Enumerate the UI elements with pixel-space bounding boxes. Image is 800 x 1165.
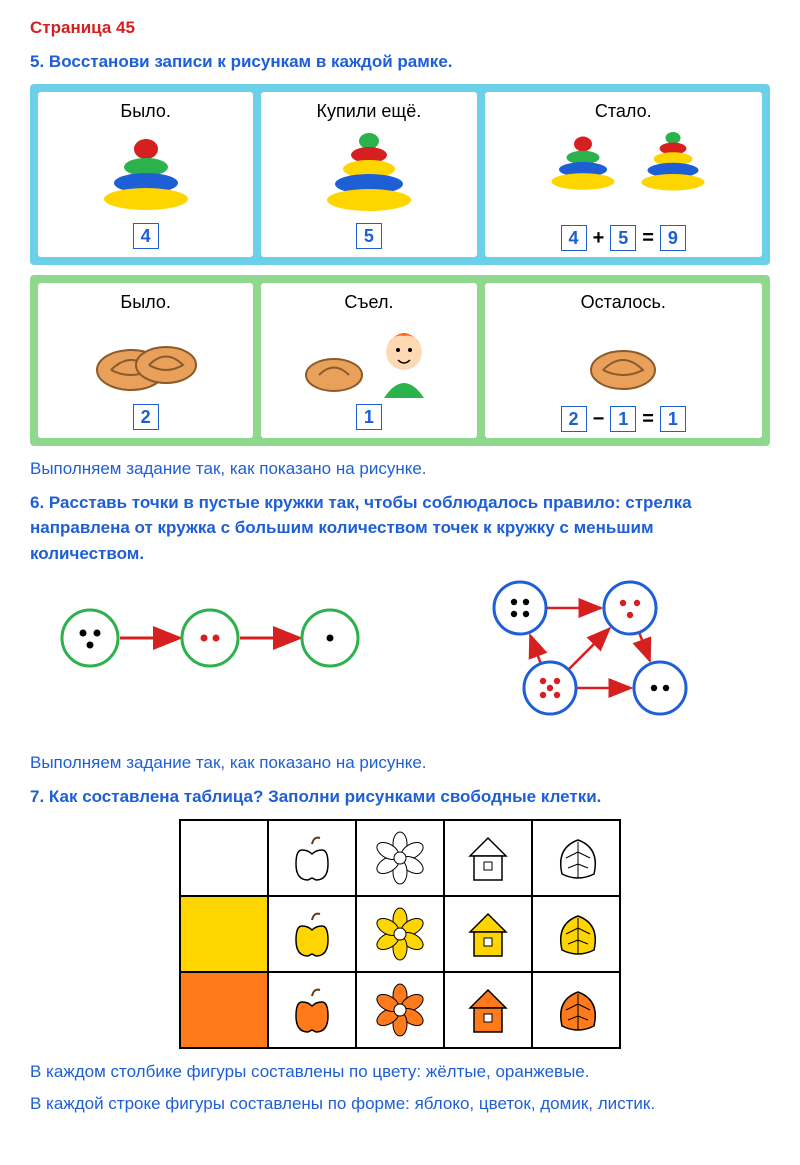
task5-heading: 5. Восстанови записи к рисункам в каждой… [30,49,770,75]
task6-text: Расставь точки в пустые кружки так, чтоб… [30,493,692,563]
flower-cell [356,972,444,1048]
hint2: Выполняем задание так, как показано на р… [30,750,770,776]
answer-row: 2 − 1 = 1 [489,404,758,434]
task6-diagrams [30,578,770,738]
footer-text-2: В каждой строке фигуры составлены по фор… [30,1091,770,1117]
answer-box: 4 [561,225,587,251]
panel-kupili: Купили ещё. 5 [261,92,476,257]
operator: + [591,223,607,253]
task5-num: 5. [30,52,44,71]
diagram-right [410,578,770,738]
leaf-cell [532,972,620,1048]
answer-row: 4 + 5 = 9 [489,223,758,253]
answer-box: 5 [610,225,636,251]
panel-label: Осталось. [489,289,758,316]
diagram-left [30,578,390,738]
apple-cell [268,896,356,972]
answer-box: 1 [610,406,636,432]
house-cell [444,820,532,896]
task7-text: Как составлена таблица? Заполни рисункам… [49,787,601,806]
swatch-cell [180,820,268,896]
leaf-cell [532,820,620,896]
answer-box: 4 [133,223,159,249]
operator: = [640,404,656,434]
panel-stalo: Стало. 4 + 5 = 9 [485,92,762,257]
panel-label: Было. [42,289,249,316]
panel-label: Было. [42,98,249,125]
panel-label: Купили ещё. [265,98,472,125]
flower-cell [356,820,444,896]
panel-bylo: Было. 4 [38,92,253,257]
panel-ostalos: Осталось. 2 − 1 = 1 [485,283,762,438]
answer-box: 1 [660,406,686,432]
page-title: Страница 45 [30,15,770,41]
house-cell [444,896,532,972]
answer-row: 5 [265,223,472,249]
pyramid-4-icon [86,129,206,219]
answer-box: 2 [133,404,159,430]
swatch-cell [180,972,268,1048]
graph-diagram-icon [460,578,720,738]
task6-num: 6. [30,493,44,512]
panel-bylo2: Было. 2 [38,283,253,438]
answer-box: 5 [356,223,382,249]
pyramids-both-icon [528,129,718,219]
apple-cell [268,972,356,1048]
answer-box: 9 [660,225,686,251]
panel-label: Стало. [489,98,758,125]
task6-heading: 6. Расставь точки в пустые кружки так, ч… [30,490,770,567]
buns-2-icon [81,320,211,400]
chain-diagram-icon [40,578,380,698]
hint1: Выполняем задание так, как показано на р… [30,456,770,482]
pyramid-5-icon [309,129,429,219]
bun-1-icon [558,320,688,400]
panel-label: Съел. [265,289,472,316]
leaf-cell [532,896,620,972]
boy-bun-icon [294,320,444,400]
flower-cell [356,896,444,972]
swatch-cell [180,896,268,972]
answer-box: 2 [561,406,587,432]
task7-num: 7. [30,787,44,806]
answer-row: 4 [42,223,249,249]
task5-row1: Было. 4 Купили ещё. 5 Стало. [30,84,770,265]
house-cell [444,972,532,1048]
answer-box: 1 [356,404,382,430]
task7-heading: 7. Как составлена таблица? Заполни рисун… [30,784,770,810]
task5-text: Восстанови записи к рисункам в каждой ра… [49,52,453,71]
operator: = [640,223,656,253]
task5-row2: Было. 2 Съел. 1 Осталось. 2 − [30,275,770,446]
apple-cell [268,820,356,896]
footer-text-1: В каждом столбике фигуры составлены по ц… [30,1059,770,1085]
task7-table [30,819,770,1049]
panel-sel: Съел. 1 [261,283,476,438]
operator: − [591,404,607,434]
